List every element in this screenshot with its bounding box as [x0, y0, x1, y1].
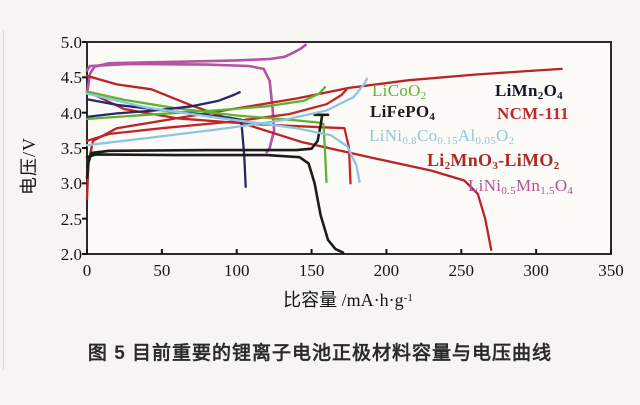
curve-charge	[85, 91, 241, 119]
legend-item: Li2MnO3-LiMO2	[427, 150, 560, 172]
curve-discharge	[85, 153, 345, 254]
legend-item: LiMn2O4	[495, 81, 563, 102]
x-axis-title: 比容量 /mA·h·g-1	[283, 290, 413, 310]
curve-discharge	[85, 62, 276, 154]
curve-discharge	[85, 92, 361, 184]
x-tick-label: 250	[448, 261, 475, 280]
page-left-border	[3, 30, 4, 370]
legend-item: LiNi0.8Co0.15Al0.05O2	[369, 126, 515, 147]
x-tick-label: 150	[298, 261, 325, 280]
y-tick-label: 2.0	[60, 245, 82, 264]
figure-caption: 图 5 目前重要的锂离子电池正极材料容量与电压曲线	[87, 343, 553, 364]
y-axis-title: 电压/V	[19, 137, 39, 195]
x-tick-label: 200	[373, 261, 400, 280]
x-tick-label: 350	[598, 261, 624, 280]
legend-item: LiNi0.5Mn1.5O4	[468, 176, 574, 197]
y-tick-label: 5.0	[60, 33, 82, 52]
curve-charge	[85, 43, 307, 95]
y-tick-label: 4.5	[60, 68, 82, 88]
curve-discharge	[85, 74, 493, 251]
y-tick-label: 3.5	[60, 139, 82, 158]
x-tick-label: 300	[523, 261, 549, 280]
voltage-capacity-plot	[82, 41, 612, 255]
curve-charge	[85, 86, 327, 121]
legend-item: NCM-111	[497, 104, 569, 123]
x-tick-label: 100	[223, 261, 250, 280]
legend-item: LiCoO2	[372, 81, 427, 102]
y-tick-label: 2.5	[60, 209, 82, 229]
x-tick-label: 50	[153, 261, 171, 280]
curve-charge	[85, 77, 369, 147]
y-tick-label: 3.0	[60, 174, 82, 194]
x-tick-label: 0	[82, 261, 92, 280]
legend-item: LiFePO4	[370, 102, 436, 123]
y-tick-label: 4.0	[60, 103, 82, 123]
